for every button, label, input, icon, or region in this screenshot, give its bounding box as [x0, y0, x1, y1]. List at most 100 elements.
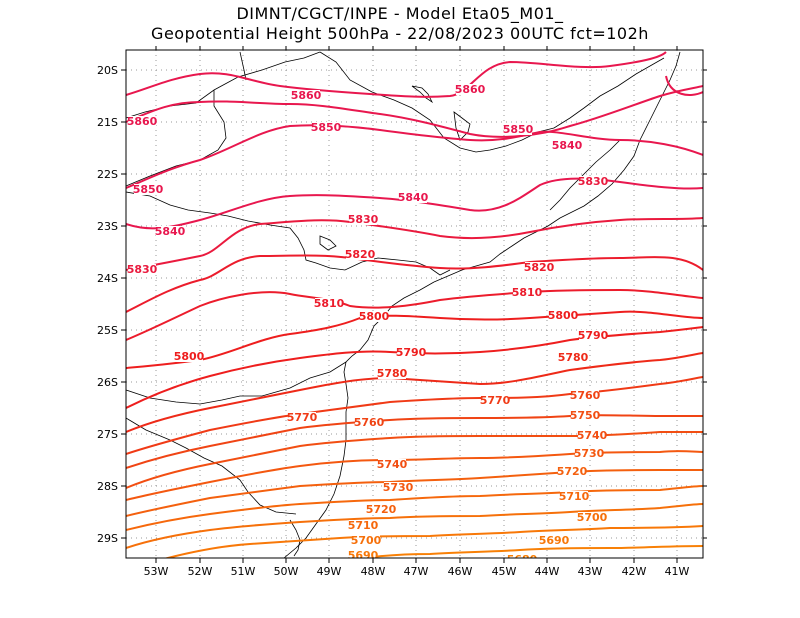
lon-label: 51W	[231, 565, 256, 578]
contour-label: 5770	[480, 394, 511, 407]
contour-label-bg	[525, 262, 553, 273]
contour-label-bg	[315, 298, 343, 309]
contour-label-bg	[360, 311, 388, 322]
lon-label: 53W	[144, 565, 169, 578]
contour-label: 5680	[507, 553, 538, 566]
lon-label: 45W	[492, 565, 517, 578]
lat-label: 23S	[97, 220, 118, 233]
contour-label-bg	[378, 459, 406, 470]
contour-label-bg	[578, 430, 606, 441]
contour-label: 5700	[351, 534, 382, 547]
latitude-labels: 20S 21S 22S 23S 24S 25S 26S 27S 28S 29S	[97, 64, 118, 545]
contour-line	[126, 485, 703, 531]
contour-line	[357, 545, 703, 558]
contour-label-bg	[349, 520, 377, 531]
longitude-labels: 53W 52W 51W 50W 49W 48W 47W 46W 45W 44W 43W 42W 41W	[144, 565, 690, 578]
reservoir-1	[411, 85, 434, 104]
contour-label-bg	[558, 466, 586, 477]
contour-label-bg	[367, 504, 395, 515]
lat-label: 29S	[97, 532, 118, 545]
map-title-line2: Geopotential Height 500hPa - 22/08/2023 …	[151, 24, 649, 43]
contour-label: 5850	[133, 183, 164, 196]
contour-label-bg	[346, 249, 374, 260]
contour-label: 5800	[359, 310, 390, 323]
contour-label: 5830	[578, 175, 609, 188]
contour-label-bg	[128, 264, 156, 275]
contour-label-bg	[579, 176, 607, 187]
contour-label: 5690	[348, 549, 379, 562]
contour-label-bg	[399, 192, 427, 203]
contour-line	[126, 254, 703, 313]
contour-label: 5750	[570, 409, 601, 422]
contour-label: 5810	[512, 286, 543, 299]
contour-label: 5780	[558, 351, 589, 364]
contour-label-bg	[508, 554, 536, 558]
contour-label: 5710	[559, 490, 590, 503]
lat-label: 26S	[97, 376, 118, 389]
contour-label-bg	[175, 351, 203, 362]
contour-label: 5840	[155, 225, 186, 238]
contour-label-bg	[578, 512, 606, 523]
lat-label: 20S	[97, 64, 118, 77]
contour-label-bg	[128, 116, 156, 127]
contour-label-bg	[513, 287, 541, 298]
reservoir-2	[453, 111, 471, 141]
contour-label-bg	[456, 84, 484, 95]
contour-label: 5860	[455, 83, 486, 96]
state-border-ms-sp	[126, 90, 227, 187]
contour-label: 5760	[570, 389, 601, 402]
contour-label-bg	[378, 368, 406, 379]
axis-ticks	[121, 46, 707, 563]
contour-line	[126, 85, 703, 138]
contour-label: 5830	[348, 213, 379, 226]
contour-label-bg	[397, 347, 425, 358]
contour-label: 5800	[548, 309, 579, 322]
contour-label: 5820	[345, 248, 376, 261]
contour-label-bg	[571, 390, 599, 401]
contour-label: 5850	[503, 123, 534, 136]
contour-label-bg	[312, 122, 340, 133]
lat-label: 27S	[97, 428, 118, 441]
contour-line	[126, 376, 703, 455]
contour-label: 5840	[398, 191, 429, 204]
state-border-pr-sc	[126, 361, 347, 405]
contour-label: 5800	[174, 350, 205, 363]
contour-line	[126, 352, 703, 433]
contour-label: 5810	[314, 297, 345, 310]
contour-label: 5790	[578, 329, 609, 342]
map-frame	[125, 49, 704, 559]
contour-line	[126, 414, 703, 469]
contour-label: 5760	[354, 416, 385, 429]
lat-label: 28S	[97, 480, 118, 493]
lat-label: 25S	[97, 324, 118, 337]
contour-label-bg	[575, 448, 603, 459]
contour-label: 5740	[377, 458, 408, 471]
lat-label: 21S	[97, 116, 118, 129]
contour-label-bg	[553, 140, 581, 151]
lon-label: 52W	[188, 565, 213, 578]
contour-label-bg	[571, 410, 599, 421]
contour-label: 5720	[557, 465, 588, 478]
contour-line	[163, 525, 703, 558]
contour-label-bg	[559, 352, 587, 363]
lon-label: 42W	[622, 565, 647, 578]
contour-label-bg	[355, 417, 383, 428]
contour-line	[126, 310, 703, 369]
contour-label: 5790	[396, 346, 427, 359]
contour-label-bg	[579, 330, 607, 341]
map-title-line1: DIMNT/CGCT/INPE - Model Eta05_M01_	[236, 4, 564, 23]
contour-line	[126, 469, 703, 517]
contour-label: 5720	[366, 503, 397, 516]
contour-label-bg	[292, 90, 320, 101]
contour-line	[126, 326, 703, 409]
contour-label: 5730	[574, 447, 605, 460]
contour-label: 5820	[524, 261, 555, 274]
contour-label: 5740	[577, 429, 608, 442]
state-border-mg-es	[553, 57, 665, 129]
lon-label: 48W	[361, 565, 386, 578]
coast-southeast	[433, 51, 681, 283]
contour-label-bg	[549, 310, 577, 321]
contour-label: 5700	[577, 511, 608, 524]
contour-label: 5710	[348, 519, 379, 532]
